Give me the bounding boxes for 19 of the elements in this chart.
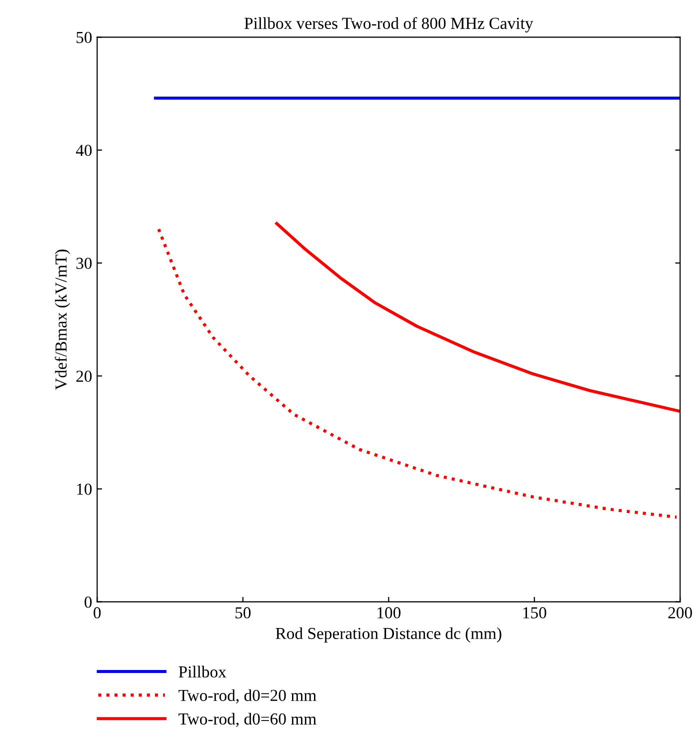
x-tick-label: 150 — [523, 607, 546, 618]
y-axis-title: Vdef/Bmax (kV/mT) — [54, 250, 70, 390]
x-tick-label: 100 — [378, 607, 401, 618]
y-tick-label: 40 — [76, 144, 92, 156]
chart-title: Pillbox verses Two-rod of 800 MHz Cavity — [244, 17, 534, 32]
x-tick-label: 200 — [668, 607, 692, 618]
y-tick-label: 10 — [77, 484, 92, 495]
legend-label: Two-rod, d0=20 mm — [178, 689, 316, 704]
x-tick-label: 0 — [94, 607, 101, 618]
x-axis-title: Rod Seperation Distance dc (mm) — [276, 627, 502, 642]
line-series — [275, 222, 680, 412]
y-tick-label: 0 — [84, 596, 92, 608]
y-tick-label: 30 — [76, 258, 92, 269]
legend-label: Two-rod, d0=60 mm — [178, 712, 316, 728]
y-tick-label: 20 — [76, 370, 92, 382]
legend-label: Pillbox — [178, 666, 226, 678]
x-tick-label: 50 — [236, 607, 251, 618]
y-tick-label: 50 — [76, 32, 92, 44]
line-series — [157, 228, 678, 519]
